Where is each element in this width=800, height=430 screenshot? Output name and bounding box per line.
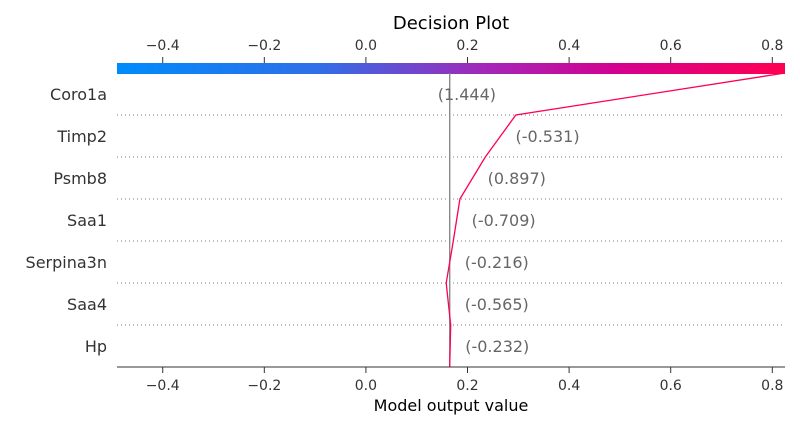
feature-value-label: (-0.709): [472, 211, 536, 230]
top-tick-label: 0.6: [660, 38, 682, 54]
top-x-axis: −0.4 −0.2 0.0 0.2 0.4 0.6 0.8: [146, 38, 783, 63]
feature-value-label: (-0.216): [465, 253, 529, 272]
feature-value-labels: (1.444) (-0.531) (0.897) (-0.709) (-0.216) (-…: [438, 85, 580, 356]
feature-name-timp2: Timp2: [56, 127, 107, 146]
chart-title: Decision Plot: [393, 13, 509, 34]
feature-value-label: (-0.232): [465, 337, 529, 356]
bottom-tick-label: 0.2: [456, 378, 478, 394]
top-tick-label: −0.4: [146, 38, 180, 54]
bottom-x-axis: −0.4 −0.2 0.0 0.2 0.4 0.6 0.8: [146, 367, 783, 394]
bottom-tick-label: 0.6: [660, 378, 682, 394]
bottom-tick-label: −0.2: [247, 378, 281, 394]
top-tick-label: 0.2: [456, 38, 478, 54]
top-tick-label: −0.2: [247, 38, 281, 54]
gridlines: [117, 114, 785, 326]
bottom-tick-label: 0.0: [355, 378, 377, 394]
x-axis-title: Model output value: [374, 396, 529, 415]
feature-labels: Coro1a Timp2 Psmb8 Saa1 Serpina3n Saa4 Hp: [26, 85, 107, 356]
decision-path-line: [445, 72, 786, 368]
feature-name-saa1: Saa1: [67, 211, 107, 230]
bottom-tick-label: 0.4: [558, 378, 580, 394]
bottom-tick-label: 0.8: [761, 378, 783, 394]
top-tick-label: 0.4: [558, 38, 580, 54]
colorbar: [117, 63, 785, 74]
top-tick-label: 0.0: [355, 38, 377, 54]
feature-name-saa4: Saa4: [67, 295, 107, 314]
feature-value-label: (0.897): [488, 169, 546, 188]
feature-name-serpina3n: Serpina3n: [26, 253, 107, 272]
feature-value-label: (1.444): [438, 85, 496, 104]
feature-value-label: (-0.565): [465, 295, 529, 314]
bottom-tick-label: −0.4: [146, 378, 180, 394]
top-tick-label: 0.8: [761, 38, 783, 54]
feature-value-label: (-0.531): [516, 127, 580, 146]
feature-name-coro1a: Coro1a: [50, 85, 107, 104]
feature-name-psmb8: Psmb8: [53, 169, 107, 188]
feature-name-hp: Hp: [85, 337, 107, 356]
